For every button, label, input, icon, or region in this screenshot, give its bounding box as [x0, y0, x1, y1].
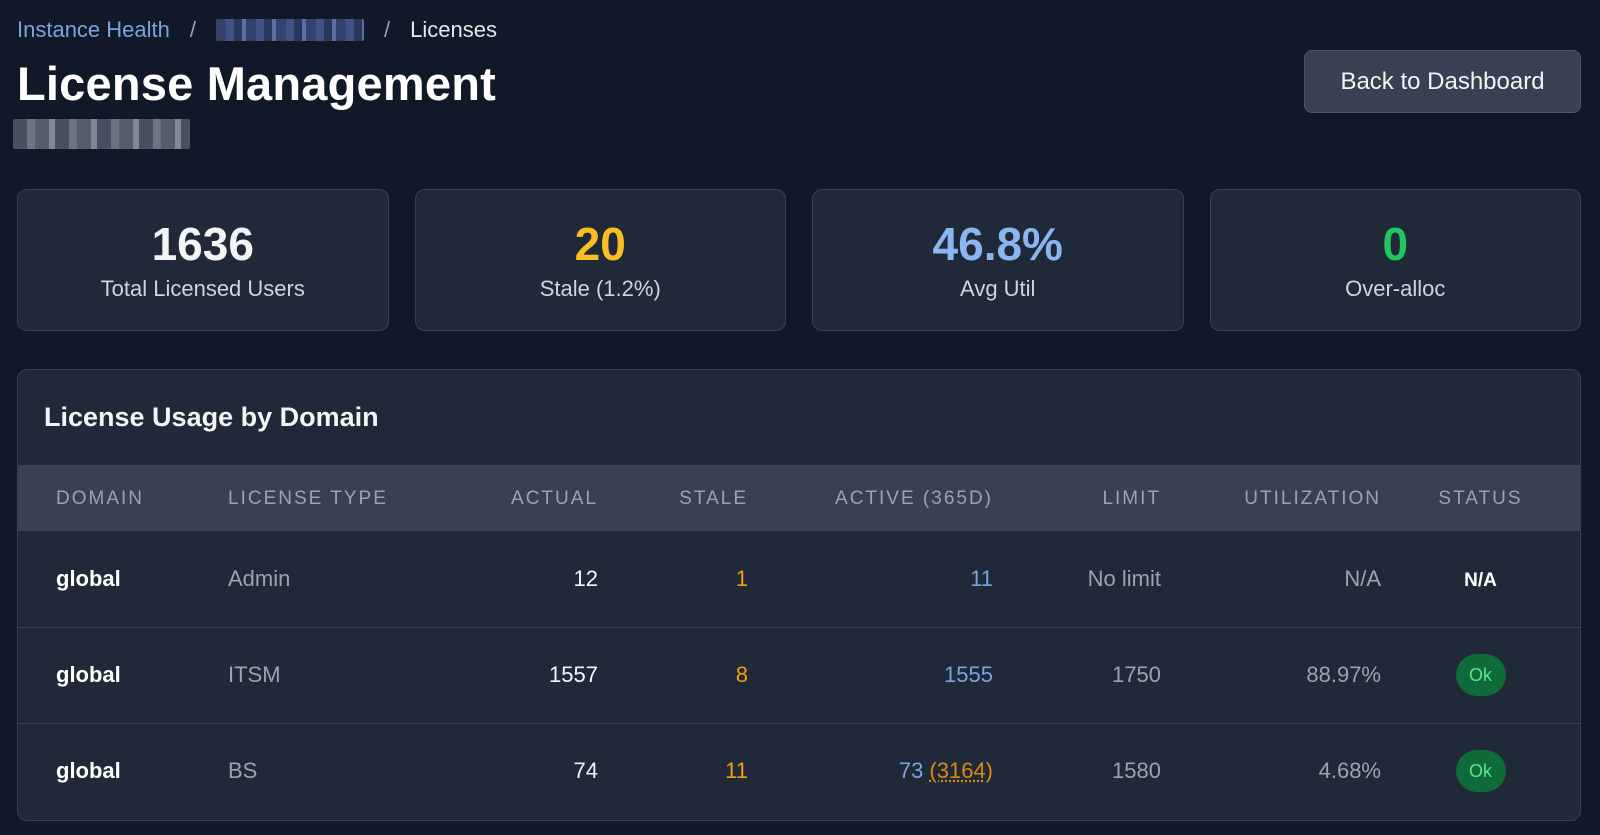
- stat-card-over-alloc: 0 Over-alloc: [1209, 189, 1581, 331]
- stat-value: 0: [1382, 218, 1409, 270]
- cell-domain: global: [18, 722, 228, 819]
- cell-utilization: 88.97%: [1161, 626, 1381, 723]
- table-row: global ITSM 1557 8 1555 1750 88.97% Ok: [18, 626, 1580, 723]
- cell-actual: 1557: [428, 626, 598, 723]
- breadcrumb-current: Licenses: [410, 17, 497, 42]
- breadcrumb-redacted-link[interactable]: [216, 19, 364, 41]
- back-to-dashboard-button[interactable]: Back to Dashboard: [1304, 50, 1581, 113]
- stat-card-avg-util: 46.8% Avg Util: [812, 189, 1184, 331]
- cell-limit: No limit: [1087, 565, 1161, 591]
- cell-actual: 74: [428, 722, 598, 819]
- table-row: global BS 74 11 73 (3164) 1580 4.68% Ok: [18, 722, 1580, 819]
- breadcrumb-instance-health-link[interactable]: Instance Health: [17, 17, 170, 42]
- panel-title: License Usage by Domain: [18, 370, 1580, 466]
- cell-license-type: ITSM: [228, 626, 428, 723]
- active-extra-link[interactable]: (3164): [929, 758, 993, 784]
- stat-card-stale: 20 Stale (1.2%): [414, 189, 786, 331]
- stat-label: Stale (1.2%): [539, 276, 661, 301]
- breadcrumb: Instance Health / / Licenses: [17, 16, 497, 44]
- cell-active: 11: [970, 565, 993, 591]
- status-text: N/A: [1464, 569, 1497, 591]
- cell-stale: 8: [598, 626, 748, 723]
- column-header-status: Status: [1438, 487, 1523, 509]
- stats-row: 1636 Total Licensed Users 20 Stale (1.2%…: [17, 189, 1581, 331]
- column-header-actual: Actual: [511, 487, 598, 509]
- cell-license-type: BS: [228, 722, 428, 819]
- cell-status: Ok: [1381, 626, 1580, 723]
- cell-domain: global: [18, 626, 228, 723]
- page-title: License Management: [17, 57, 496, 110]
- cell-utilization: 4.68%: [1161, 722, 1381, 819]
- stat-label: Total Licensed Users: [100, 276, 305, 301]
- stat-value: 46.8%: [932, 218, 1063, 270]
- cell-utilization: N/A: [1344, 565, 1381, 591]
- stat-label: Over-alloc: [1345, 276, 1446, 301]
- redacted-subtitle: [13, 119, 190, 149]
- cell-domain: global: [56, 565, 121, 591]
- stat-label: Avg Util: [960, 276, 1036, 301]
- cell-limit: 1750: [993, 626, 1161, 723]
- cell-actual: 12: [573, 565, 598, 591]
- column-header-stale: Stale: [679, 487, 748, 509]
- cell-active: 1555: [748, 626, 993, 723]
- cell-status: Ok: [1381, 722, 1580, 819]
- license-usage-table: Domain License Type Actual Stale Active …: [18, 466, 1580, 819]
- table-header-row: Domain License Type Actual Stale Active …: [18, 466, 1580, 531]
- column-header-active: Active (365d): [835, 487, 993, 509]
- status-badge: Ok: [1455, 654, 1506, 696]
- cell-stale: 11: [598, 722, 748, 819]
- cell-limit: 1580: [993, 722, 1161, 819]
- stat-card-total-licensed-users: 1636 Total Licensed Users: [17, 189, 389, 331]
- cell-license-type: Admin: [228, 565, 291, 591]
- cell-stale: 1: [735, 565, 748, 591]
- column-header-limit: Limit: [1102, 487, 1161, 509]
- stat-value: 20: [574, 218, 626, 270]
- table-row: global Admin 12 1 11 No limit N/A N/A: [18, 531, 1580, 627]
- cell-active: 73 (3164): [748, 722, 993, 819]
- cell-status: N/A: [1381, 531, 1580, 627]
- breadcrumb-separator: /: [189, 17, 196, 42]
- stat-value: 1636: [151, 218, 254, 270]
- breadcrumb-separator: /: [384, 17, 391, 42]
- active-count: 73: [898, 758, 924, 784]
- column-header-domain: Domain: [56, 487, 144, 509]
- license-usage-panel: License Usage by Domain Domain License T…: [17, 369, 1581, 821]
- column-header-utilization: Utilization: [1244, 487, 1381, 509]
- column-header-license-type: License Type: [228, 487, 388, 509]
- status-badge: Ok: [1455, 750, 1506, 793]
